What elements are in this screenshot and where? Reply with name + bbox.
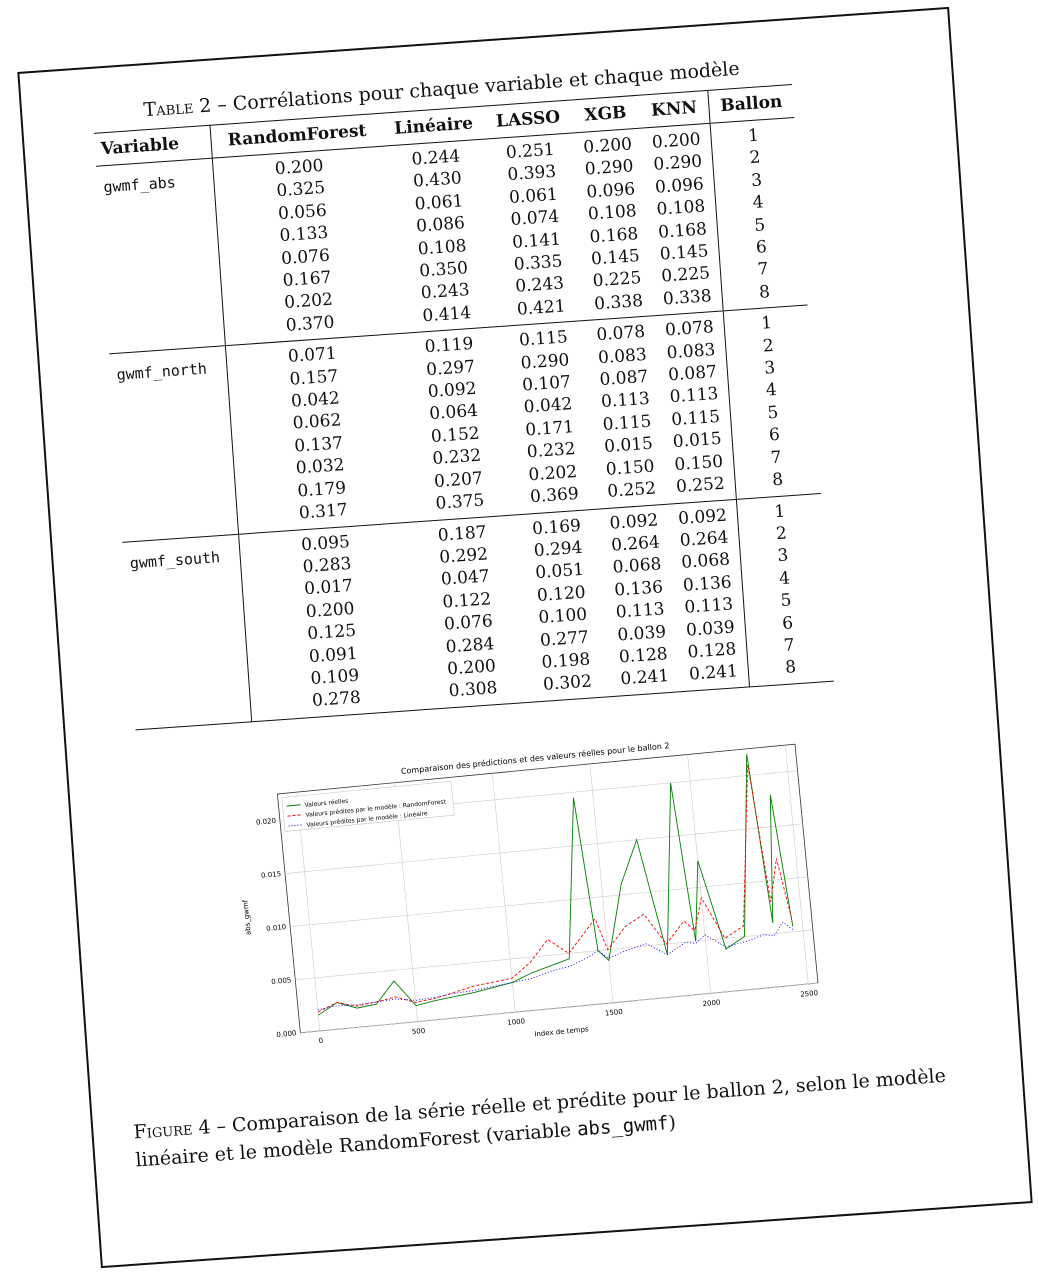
legend-swatch bbox=[286, 804, 301, 807]
grid-line-y bbox=[290, 876, 808, 927]
variable-cell: gwmf_north bbox=[109, 345, 239, 542]
x-tick-label: 2500 bbox=[800, 989, 819, 999]
header-xgb: XGB bbox=[569, 95, 641, 133]
series-line bbox=[317, 921, 794, 1011]
grid-line-x bbox=[784, 745, 809, 985]
figure-chart: 0 500 1000 1500 2000 2500 0.000 0.005 0.010 0.015… bbox=[214, 702, 841, 1068]
randomforest-cell: 0.071 0.157 0.042 0.062 0.137 0.032 0.179 0.317 bbox=[225, 333, 410, 534]
x-tick-label: 500 bbox=[411, 1027, 425, 1036]
figure-caption-label: Figure 4 bbox=[132, 1116, 212, 1144]
lineaire-cell: 0.119 0.297 0.092 0.064 0.152 0.232 0.207 0.375 bbox=[396, 326, 513, 522]
lasso-cell: 0.169 0.294 0.051 0.120 0.100 0.277 0.198 0.302 bbox=[512, 508, 612, 703]
y-tick-label: 0.020 bbox=[256, 817, 277, 827]
grid-line-x bbox=[589, 763, 614, 1003]
table-block: Table 2 – Corrélations pour chaque varia… bbox=[92, 54, 834, 730]
lasso-cell: 0.115 0.290 0.107 0.042 0.171 0.232 0.202 0.369 bbox=[499, 320, 599, 515]
table-value: 8 bbox=[758, 281, 771, 303]
x-axis-label: Index de temps bbox=[534, 1025, 589, 1038]
grid-line-x bbox=[687, 754, 711, 994]
paper-page: Table 2 – Corrélations pour chaque varia… bbox=[17, 6, 1033, 1269]
table-value: 0.241 bbox=[619, 666, 670, 690]
lineaire-cell: 0.244 0.430 0.061 0.086 0.108 0.350 0.243 0.414 bbox=[383, 138, 500, 334]
grid-line-y bbox=[300, 982, 819, 1034]
knn-cell: 0.078 0.083 0.087 0.113 0.115 0.015 0.150 0.252 bbox=[654, 311, 737, 504]
grid-line-x bbox=[296, 792, 321, 1032]
lineaire-cell: 0.187 0.292 0.047 0.122 0.076 0.284 0.200 0.308 bbox=[409, 514, 526, 710]
table-value: 0.302 bbox=[542, 671, 593, 696]
table-value: 0.338 bbox=[593, 290, 644, 315]
plot-area bbox=[276, 743, 819, 1034]
legend-entry: Valeurs réelles bbox=[304, 798, 348, 809]
figure-caption: Figure 4 – Comparaison de la série réell… bbox=[133, 1060, 975, 1174]
y-tick-label: 0.000 bbox=[276, 1029, 297, 1039]
xgb-cell: 0.200 0.290 0.096 0.108 0.168 0.145 0.225 0.338 bbox=[572, 128, 655, 321]
legend-box bbox=[281, 781, 455, 832]
table-value: 0.369 bbox=[529, 484, 580, 508]
header-knn: KNN bbox=[638, 90, 711, 129]
grid-line-x bbox=[491, 773, 516, 1013]
variable-cell: gwmf_south bbox=[122, 533, 252, 730]
grid-line-x bbox=[394, 782, 418, 1022]
knn-cell: 0.092 0.264 0.068 0.136 0.113 0.039 0.128 0.241 bbox=[667, 498, 750, 692]
legend-swatch bbox=[287, 814, 302, 817]
table-value: 8 bbox=[784, 657, 797, 679]
table-value: 0.421 bbox=[516, 296, 567, 320]
variable-cell: gwmf_abs bbox=[96, 158, 226, 355]
x-tick-label: 1000 bbox=[507, 1017, 526, 1027]
x-tick-label: 0 bbox=[318, 1037, 323, 1045]
table-value: 0.252 bbox=[606, 478, 657, 502]
table-value: 0.252 bbox=[675, 473, 726, 498]
correlation-table: Variable RandomForest Linéaire LASSO XGB… bbox=[93, 84, 834, 730]
y-axis-label: abs_gwmf bbox=[241, 899, 252, 935]
grid-line-y bbox=[295, 929, 813, 981]
table-value: 0.338 bbox=[662, 286, 713, 310]
y-tick-label: 0.005 bbox=[271, 976, 292, 986]
knn-cell: 0.200 0.290 0.096 0.108 0.168 0.145 0.225 0.338 bbox=[640, 123, 724, 316]
x-tick-label: 2000 bbox=[702, 998, 721, 1008]
figure-caption-var: abs_gwmf bbox=[576, 1112, 670, 1141]
xgb-cell: 0.078 0.083 0.087 0.113 0.115 0.015 0.150 0.252 bbox=[585, 315, 668, 509]
y-tick-label: 0.015 bbox=[261, 870, 282, 880]
xgb-cell: 0.092 0.264 0.068 0.136 0.113 0.039 0.128 0.241 bbox=[598, 503, 681, 697]
figure-caption-text: – Comparaison de la série réelle et préd… bbox=[134, 1064, 947, 1172]
lasso-cell: 0.251 0.393 0.061 0.074 0.141 0.335 0.243 0.421 bbox=[486, 132, 586, 327]
table-value: 8 bbox=[771, 469, 784, 491]
table-body: gwmf_abs 0.200 0.325 0.056 0.133 0.076 0.167 0.… bbox=[96, 117, 834, 730]
table-caption-label: Table 2 bbox=[142, 94, 213, 122]
chart-svg: 0 500 1000 1500 2000 2500 0.000 0.005 0.010 0.015… bbox=[241, 740, 819, 1045]
series-line bbox=[317, 764, 793, 1013]
randomforest-cell: 0.095 0.283 0.017 0.200 0.125 0.091 0.109 0.278 bbox=[238, 521, 423, 722]
x-tick-label: 1500 bbox=[605, 1008, 624, 1018]
table-value: 0.241 bbox=[688, 661, 739, 685]
randomforest-cell: 0.200 0.325 0.056 0.133 0.076 0.167 0.202 0.370 bbox=[212, 146, 397, 346]
y-tick-label: 0.010 bbox=[266, 923, 287, 933]
figure-caption-end: ) bbox=[667, 1111, 677, 1135]
grid-line-y bbox=[285, 823, 803, 874]
